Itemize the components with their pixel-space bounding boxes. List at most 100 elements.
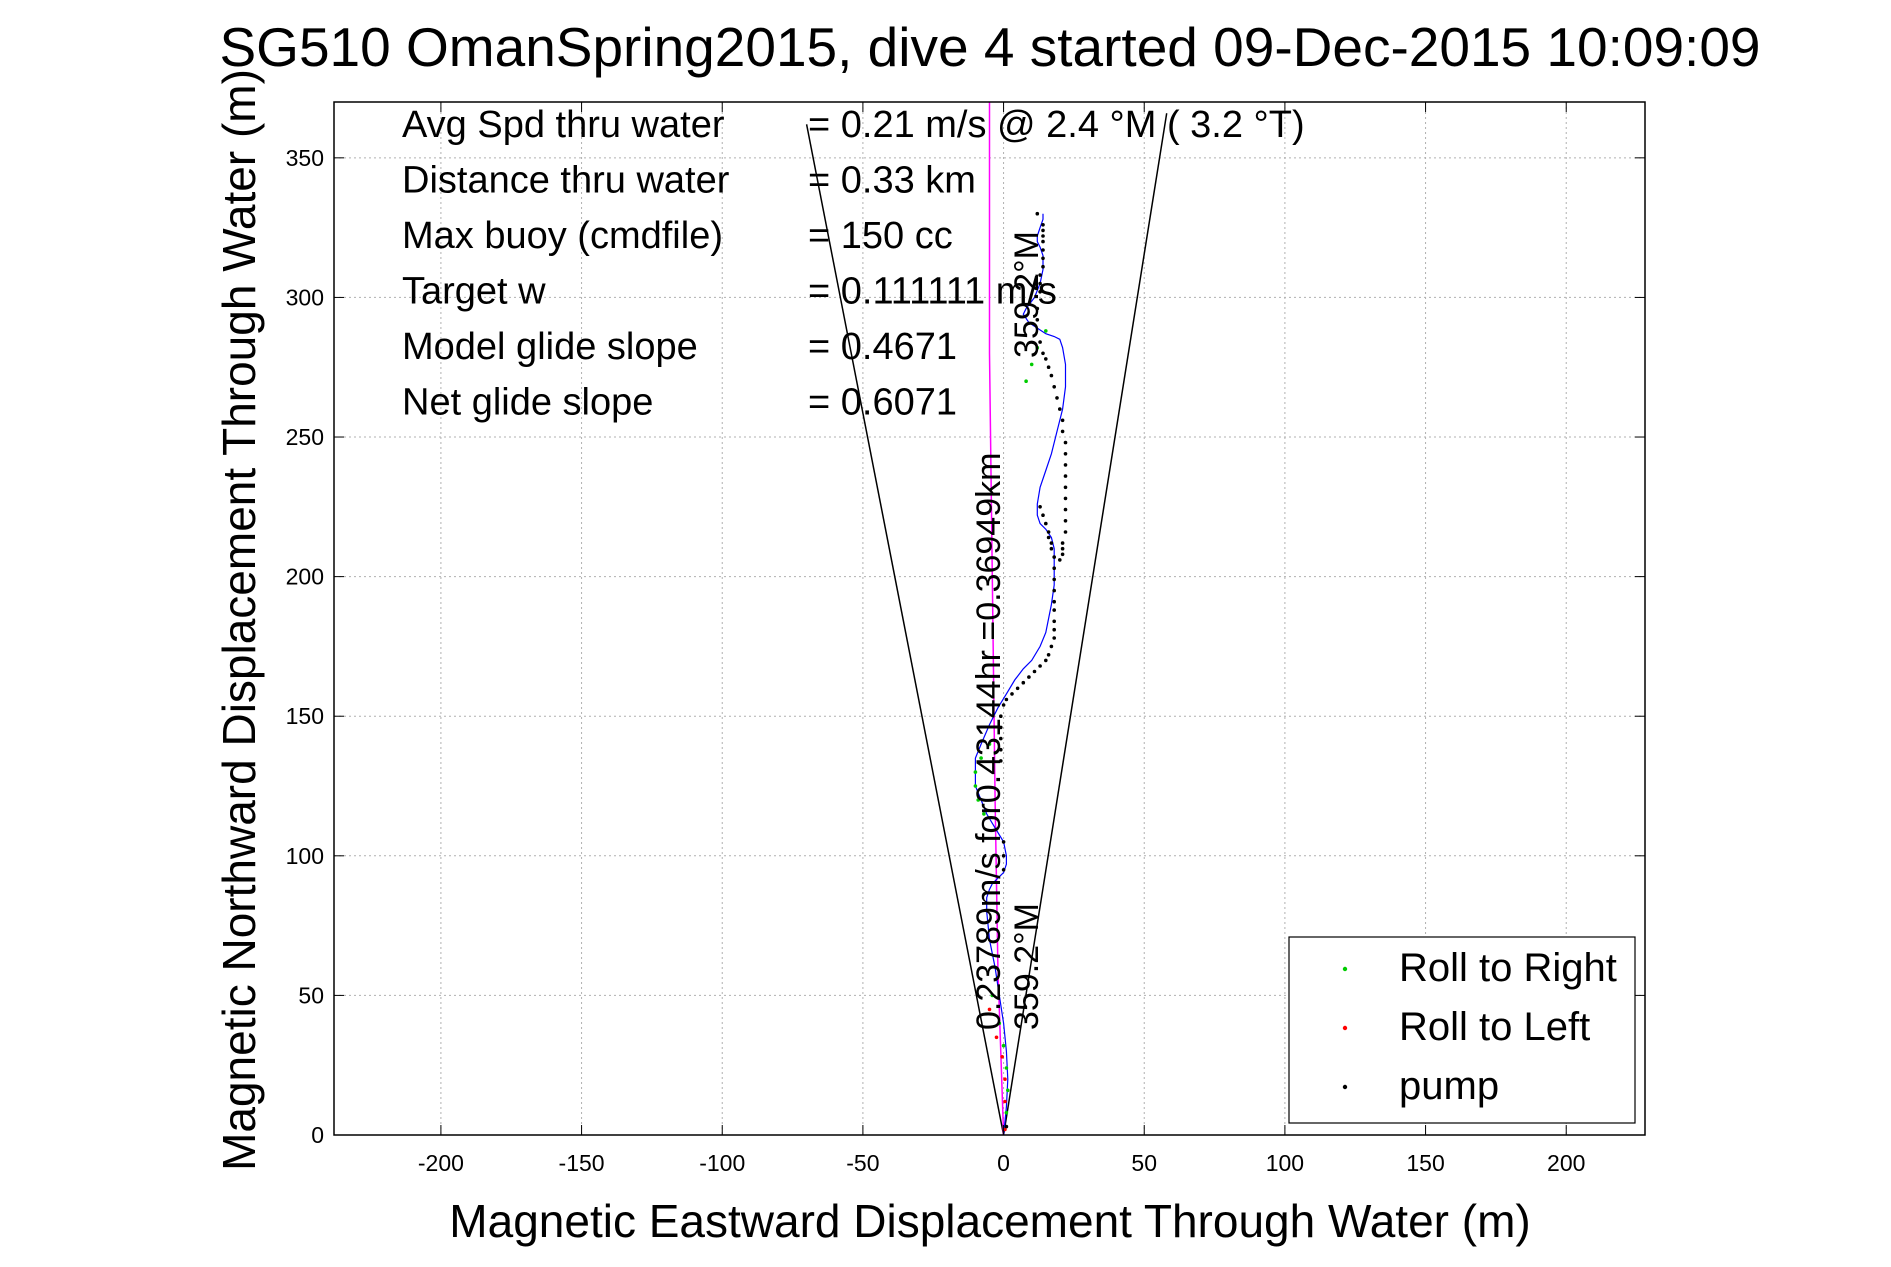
legend-marker (1342, 966, 1348, 972)
pump-point (1004, 697, 1009, 702)
x-axis-label: Magnetic Eastward Displacement Through W… (449, 1195, 1530, 1247)
pump-point (999, 725, 1003, 730)
roll-to-right-point (976, 798, 980, 802)
roll-to-right-point (1006, 1088, 1010, 1093)
plot-frame (333, 101, 1646, 1136)
roll-to-right-point (987, 742, 992, 746)
pump-point (1052, 566, 1056, 570)
pump-point (1041, 234, 1045, 238)
roll-to-right-point (997, 1021, 1002, 1026)
pump-point (1049, 541, 1054, 545)
stat-value: = 0.21 m/s @ 2.4 °M ( 3.2 °T) (808, 104, 1305, 146)
pump-point (1052, 608, 1056, 612)
x-tick-label: 150 (1406, 1150, 1444, 1176)
pump-point (1035, 306, 1040, 311)
points-layer (973, 211, 1068, 1132)
pump-point (1046, 365, 1051, 370)
pump-point (1049, 644, 1054, 649)
rotated-annotation: 359.2°M (1008, 231, 1046, 358)
pump-point (1063, 496, 1068, 501)
pump-point (1044, 521, 1048, 526)
pump-point (1052, 555, 1056, 559)
legend-marker (1342, 1084, 1348, 1090)
pump-point (1046, 535, 1051, 540)
track-line (974, 213, 1067, 1136)
pump-point (1041, 248, 1045, 252)
y-axis-label: Magnetic Northward Displacement Through … (213, 69, 265, 1171)
pump-point (1041, 264, 1045, 269)
stat-value: = 0.33 km (808, 160, 976, 202)
pump-point (1035, 318, 1040, 322)
legend-entry: Roll to Left (1399, 1005, 1590, 1049)
stat-value: = 0.111111 m/s (808, 271, 1057, 313)
pump-point (1021, 680, 1026, 685)
pump-point (1001, 868, 1006, 872)
pump-point (1063, 530, 1068, 534)
pump-point (1041, 256, 1045, 261)
pump-point (1038, 290, 1042, 294)
pump-point (1038, 505, 1042, 509)
pump-point (1046, 530, 1051, 534)
roll-to-left-point (1000, 1055, 1004, 1059)
pump-point (999, 747, 1003, 752)
track-layer (974, 213, 1067, 1136)
pump-point (1004, 1124, 1009, 1129)
pump-point (1063, 463, 1068, 467)
pump-point (1058, 407, 1062, 411)
x-tick-label: 100 (1266, 1150, 1304, 1176)
pump-point (1063, 507, 1068, 512)
x-tick-label: -200 (418, 1150, 464, 1176)
pump-point (1052, 636, 1056, 640)
x-tick-label: 50 (1131, 1150, 1157, 1176)
pump-point (1052, 588, 1056, 593)
y-tick-label: 150 (286, 703, 324, 729)
pump-point (1055, 396, 1059, 400)
pump-point (1001, 703, 1006, 707)
pump-point (999, 736, 1003, 741)
y-tick-label: 350 (286, 145, 324, 171)
x-tick-label: -150 (559, 1150, 605, 1176)
pump-point (1060, 541, 1065, 545)
y-tick-label: 0 (311, 1122, 324, 1148)
stat-label: Max buoy (cmdfile) (402, 215, 723, 257)
annotation-layer: 0.23789m/s for0.43144hr =0.36949km 359.2°… (970, 231, 1046, 1030)
x-tick-label: 200 (1547, 1150, 1585, 1176)
roll-to-right-point (1001, 1043, 1006, 1048)
pump-point (1035, 211, 1040, 216)
legend-entry: pump (1399, 1064, 1499, 1108)
stat-label: Model glide slope (402, 326, 698, 368)
pump-point (999, 714, 1003, 718)
cone-line (1002, 113, 1168, 1136)
roll-to-right-point (973, 770, 978, 774)
pump-point (1038, 340, 1042, 344)
pump-point (1049, 546, 1054, 551)
pump-point (1010, 692, 1014, 696)
pump-point (1060, 552, 1065, 557)
roll-to-left-point (1003, 1077, 1007, 1081)
pump-point (1060, 429, 1065, 434)
legend: Roll to Right Roll to Left pump (1288, 936, 1636, 1124)
roll-to-left-point (1003, 1127, 1007, 1132)
pump-point (1044, 357, 1048, 361)
pump-point (1063, 519, 1068, 523)
cone-line (805, 124, 1005, 1136)
x-tick-label: -50 (846, 1150, 879, 1176)
stat-value: = 0.6071 (808, 382, 957, 424)
roll-to-right-point (973, 784, 978, 788)
stat-value: = 150 cc (808, 215, 953, 257)
pump-point (1041, 351, 1045, 356)
roll-to-right-point (1029, 362, 1034, 367)
roll-to-right-point (1004, 1110, 1009, 1115)
pump-point (1060, 546, 1065, 551)
stat-label: Avg Spd thru water (402, 104, 725, 146)
pump-point (1052, 577, 1056, 582)
pump-point (1015, 686, 1020, 691)
stat-label: Distance thru water (402, 160, 730, 202)
pump-point (1063, 452, 1068, 456)
stats-block: Avg Spd thru water = 0.21 m/s @ 2.4 °M ( … (402, 104, 1305, 424)
pump-point (1063, 474, 1068, 478)
roll-to-left-point (994, 1035, 999, 1040)
rotated-annotation: 0.23789m/s for0.43144hr =0.36949km (970, 453, 1008, 1030)
pump-point (1041, 228, 1045, 233)
